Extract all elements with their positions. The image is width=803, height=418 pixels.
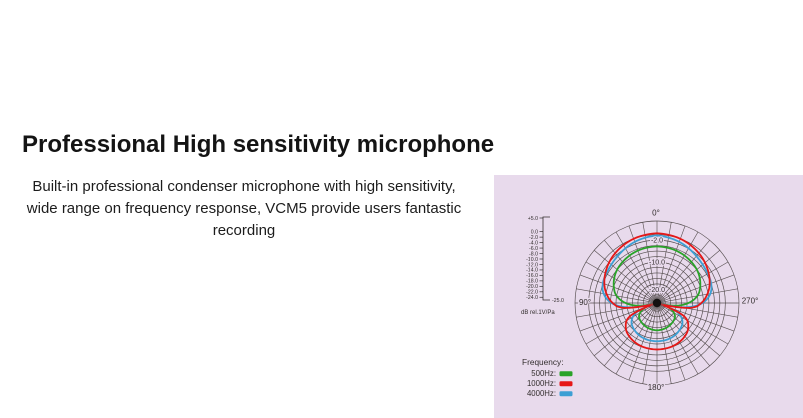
grid-spoke [585, 261, 656, 303]
db-scale-tick-label: +5.0 [528, 216, 538, 222]
db-scale-axis [542, 216, 550, 301]
grid-ring [621, 267, 693, 339]
db-scale-tick-label: -8.0 [529, 251, 538, 257]
legend-item-label: 500Hz: [531, 369, 556, 378]
page-title: Professional High sensitivity microphone [22, 131, 495, 158]
angle-label: 0° [652, 209, 660, 218]
series-curve-500hz [612, 245, 702, 332]
grid-ring [637, 283, 677, 323]
grid-spoke [604, 304, 656, 367]
db-scale-tick-label: -22.0 [526, 290, 538, 296]
grid-spoke [658, 250, 721, 302]
series-curve-4000hz [601, 234, 713, 343]
grid-spoke [657, 305, 672, 384]
db-scale-tick-label: 0.0 [531, 229, 538, 235]
chart-background [494, 175, 803, 418]
grid-spoke [659, 274, 735, 303]
db-scale-tick-label: -2.0 [529, 235, 538, 241]
grid-spoke [642, 305, 657, 384]
grid-spoke [593, 304, 656, 356]
db-scale-tick-label: -16.0 [526, 273, 538, 279]
ring-label: -10.0 [649, 260, 665, 267]
grid-spoke [615, 304, 657, 375]
db-scale-tick-label: -10.0 [526, 257, 538, 263]
db-scale-tick-label: -4.0 [529, 240, 538, 246]
legend-item-label: 1000Hz: [527, 379, 556, 388]
legend-item-label: 4000Hz: [527, 389, 556, 398]
chart-center-dot [652, 298, 662, 308]
grid-ring [604, 250, 710, 356]
db-scale-tick-label: -20.0 [526, 284, 538, 290]
grid-spoke [657, 231, 699, 302]
grid-ring [615, 261, 699, 345]
polar-pattern-image: -2.0 -10.0 -20.0 0° 90° 270° 180° +5.0 0.0 -2.0 -4… [494, 175, 803, 418]
description-line: recording [212, 222, 276, 239]
db-scale-tick-label: -24.0 [526, 295, 538, 301]
grid-spoke [628, 305, 657, 381]
grid-spoke [658, 261, 729, 303]
db-scale-tick-label: -18.0 [526, 279, 538, 285]
db-scale-tick-label: -14.0 [526, 268, 538, 274]
ring-label: -2.0 [651, 238, 663, 245]
grid-spoke [579, 274, 655, 303]
legend-title: Frequency: [522, 357, 564, 367]
db-scale-tick-label: -6.0 [529, 246, 538, 252]
grid-ring [632, 278, 682, 328]
grid-spoke [658, 239, 710, 302]
grid-ring [574, 220, 740, 386]
ring-label: -20.0 [649, 287, 665, 294]
grid-ring [648, 294, 666, 312]
description: Built-in professional condenser micropho… [0, 176, 488, 242]
grid-spoke [593, 250, 656, 302]
description-line: wide range on frequency response, VCM5 p… [26, 200, 462, 217]
grid-spoke [657, 305, 686, 381]
angle-label: 270° [742, 297, 759, 306]
grid-ring [593, 239, 721, 367]
polar-pattern-chart: -2.0-10.0-20.00°90° 270°180°+5.00.0-2.0-4… [494, 175, 803, 418]
db-scale-tick-label: -12.0 [526, 262, 538, 268]
grid-ring [643, 289, 671, 317]
grid-spoke [585, 303, 656, 345]
legend-swatch [559, 381, 573, 387]
angle-label: 180° [648, 383, 665, 392]
grid-spoke [658, 304, 721, 356]
series-curve-1000hz [603, 232, 711, 351]
grid-spoke [657, 304, 699, 375]
legend-swatch [559, 391, 573, 397]
grid-spoke [615, 231, 657, 302]
grid-spoke [604, 239, 656, 302]
grid-spoke [658, 304, 710, 367]
legend-swatch [559, 371, 573, 377]
description-line: Built-in professional condenser micropho… [32, 178, 456, 195]
angle-label: 90° [579, 298, 591, 307]
grid-spoke [658, 303, 729, 345]
db-scale-unit-label: dB rel.1V/Pa [521, 310, 555, 316]
db-scale-end-label: -25.0 [552, 298, 564, 304]
